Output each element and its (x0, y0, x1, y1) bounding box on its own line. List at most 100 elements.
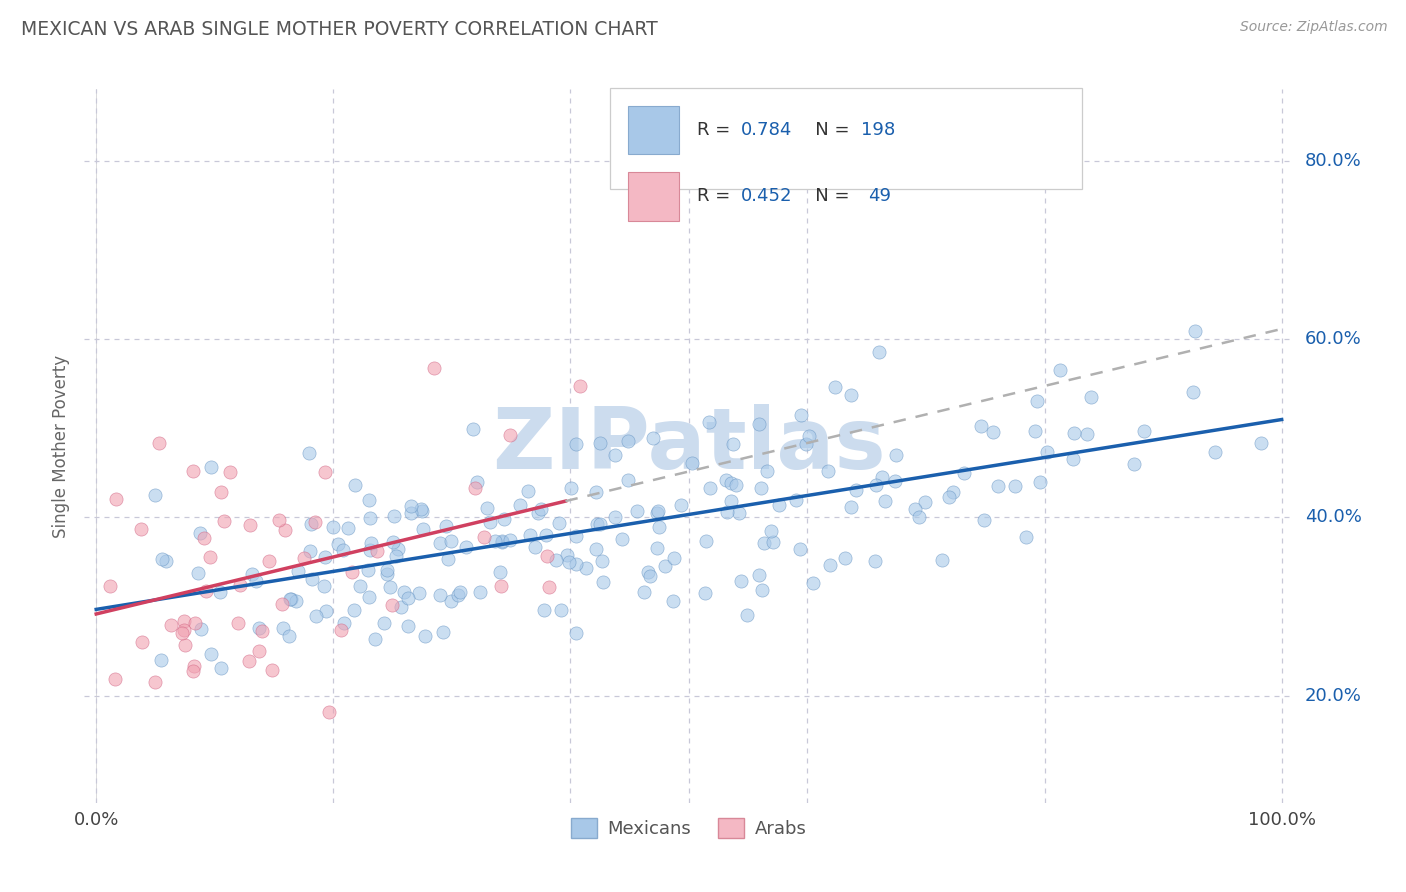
Point (839, 500, 862, 514)
Point (817, 464, 839, 478)
Point (617, 434, 640, 448)
Point (1080, 390, 1102, 404)
Point (357, 493, 380, 508)
Point (349, 579, 371, 593)
Point (755, 464, 778, 478)
Point (326, 537, 349, 551)
Point (1123, 457, 1146, 471)
Point (699, 481, 721, 495)
Point (98, 579, 121, 593)
Point (720, 494, 742, 508)
Point (834, 551, 856, 566)
Point (569, 378, 592, 392)
Point (617, 473, 640, 487)
Point (789, 409, 811, 423)
Point (343, 603, 366, 617)
Point (863, 554, 886, 568)
Point (908, 510, 931, 524)
Point (364, 632, 387, 646)
Point (536, 528, 558, 542)
Point (605, 449, 627, 463)
Text: 0.784: 0.784 (741, 121, 792, 139)
Point (247, 644, 270, 658)
Point (387, 542, 409, 557)
Point (499, 533, 522, 547)
Point (377, 563, 399, 577)
Point (669, 498, 692, 512)
Point (454, 540, 477, 554)
Point (794, 436, 817, 450)
Point (200, 460, 222, 475)
Point (1015, 530, 1038, 544)
Point (884, 448, 907, 462)
Point (565, 529, 588, 543)
Y-axis label: Single Mother Poverty: Single Mother Poverty (52, 354, 70, 538)
Point (839, 388, 862, 402)
Point (160, 618, 183, 632)
Point (555, 549, 578, 563)
Point (845, 483, 868, 497)
Point (524, 540, 547, 554)
Point (647, 519, 669, 533)
Point (575, 560, 598, 574)
Point (305, 609, 328, 624)
Point (173, 639, 195, 653)
Point (498, 428, 520, 442)
Point (194, 583, 217, 598)
Point (550, 603, 572, 617)
Point (314, 579, 336, 593)
Point (190, 623, 212, 637)
Point (422, 360, 444, 375)
Bar (628, 105, 679, 154)
Point (173, 615, 195, 629)
Point (716, 505, 738, 519)
Point (299, 517, 322, 532)
Point (385, 549, 408, 564)
Point (762, 534, 785, 549)
Point (748, 417, 770, 432)
Text: N =: N = (797, 187, 860, 205)
Point (340, 566, 363, 580)
Point (759, 524, 782, 539)
Point (720, 476, 742, 491)
Point (1076, 426, 1098, 441)
Point (981, 425, 1004, 439)
Point (509, 498, 531, 512)
Point (200, 550, 222, 565)
Point (530, 501, 553, 516)
Point (278, 591, 301, 606)
Point (366, 543, 388, 558)
Point (789, 541, 811, 556)
Point (301, 572, 323, 586)
Point (565, 558, 588, 572)
Point (1133, 424, 1156, 438)
Point (412, 522, 434, 536)
Point (526, 506, 548, 520)
Point (1184, 324, 1206, 338)
Point (314, 466, 336, 480)
Point (271, 621, 294, 635)
Text: 20.0%: 20.0% (1305, 687, 1361, 705)
Point (304, 515, 326, 529)
Point (870, 469, 893, 483)
Point (1049, 363, 1071, 377)
Point (638, 569, 661, 583)
Point (904, 502, 927, 516)
Point (824, 380, 846, 394)
Point (558, 555, 581, 569)
Point (626, 504, 648, 518)
Text: 0.452: 0.452 (741, 187, 792, 205)
Point (399, 499, 422, 513)
Point (489, 565, 512, 579)
Point (491, 579, 513, 593)
Point (475, 500, 498, 515)
Point (292, 551, 315, 566)
Point (131, 635, 153, 649)
Point (239, 518, 262, 533)
Point (484, 533, 506, 548)
Point (229, 578, 252, 592)
Point (129, 522, 152, 536)
Point (463, 422, 485, 436)
Point (184, 616, 207, 631)
Point (752, 536, 775, 550)
